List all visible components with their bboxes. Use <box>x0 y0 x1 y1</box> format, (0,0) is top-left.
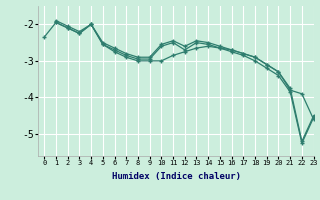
X-axis label: Humidex (Indice chaleur): Humidex (Indice chaleur) <box>111 172 241 181</box>
